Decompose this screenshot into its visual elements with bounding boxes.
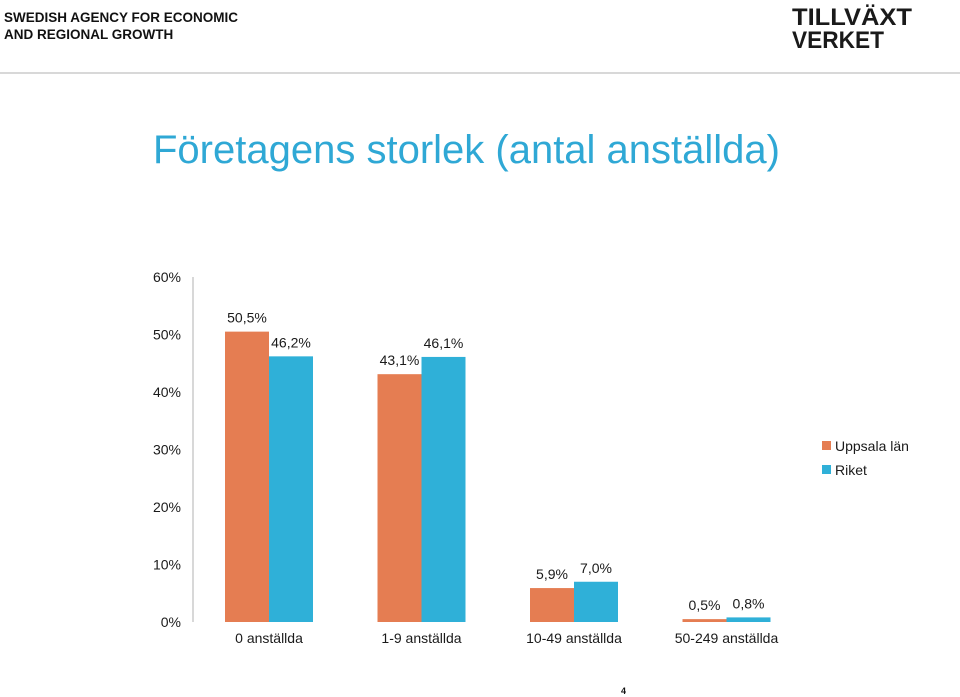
- data-label: 5,9%: [536, 566, 568, 582]
- bar: [225, 331, 269, 622]
- data-label: 50,5%: [227, 310, 267, 326]
- bar: [574, 581, 618, 622]
- header-divider: [0, 72, 960, 74]
- data-label: 0,5%: [689, 597, 721, 613]
- agency-name-line2: AND REGIONAL GROWTH: [4, 27, 174, 42]
- bar: [726, 617, 771, 622]
- legend-swatch: [822, 465, 831, 474]
- x-tick-label: 0 anställda: [235, 630, 303, 646]
- x-tick-label: 1-9 anställda: [381, 630, 461, 646]
- legend-label: Riket: [835, 462, 867, 478]
- x-tick-label: 50-249 anställda: [675, 630, 779, 646]
- logo-line2: VERKET: [792, 27, 884, 52]
- x-tick-label: 10-49 anställda: [526, 630, 622, 646]
- legend-swatch: [822, 441, 831, 450]
- data-label: 0,8%: [733, 595, 765, 611]
- y-tick-label: 40%: [153, 384, 181, 400]
- bar: [530, 588, 574, 622]
- chart-title: Företagens storlek (antal anställda): [153, 128, 780, 172]
- bar: [269, 356, 313, 622]
- page-number: 4: [621, 686, 627, 696]
- data-label: 46,1%: [424, 335, 464, 351]
- y-tick-label: 20%: [153, 499, 181, 515]
- y-tick-label: 30%: [153, 442, 181, 458]
- logo-line1: TILLVÄXT: [792, 4, 912, 31]
- y-tick-label: 0%: [161, 614, 181, 630]
- agency-name-line1: SWEDISH AGENCY FOR ECONOMIC: [4, 10, 239, 25]
- bar: [421, 356, 466, 622]
- data-label: 7,0%: [580, 560, 612, 576]
- agency-name: SWEDISH AGENCY FOR ECONOMIC AND REGIONAL…: [4, 9, 238, 43]
- legend-label: Uppsala län: [835, 438, 909, 454]
- data-label: 43,1%: [380, 352, 420, 368]
- bar: [682, 619, 727, 622]
- bar: [377, 374, 422, 622]
- data-label: 46,2%: [271, 334, 311, 350]
- tillvaxtverket-logo: TILLVÄXT VERKET: [792, 4, 912, 52]
- y-tick-label: 10%: [153, 557, 181, 573]
- y-tick-label: 60%: [153, 269, 181, 285]
- y-tick-label: 50%: [153, 327, 181, 343]
